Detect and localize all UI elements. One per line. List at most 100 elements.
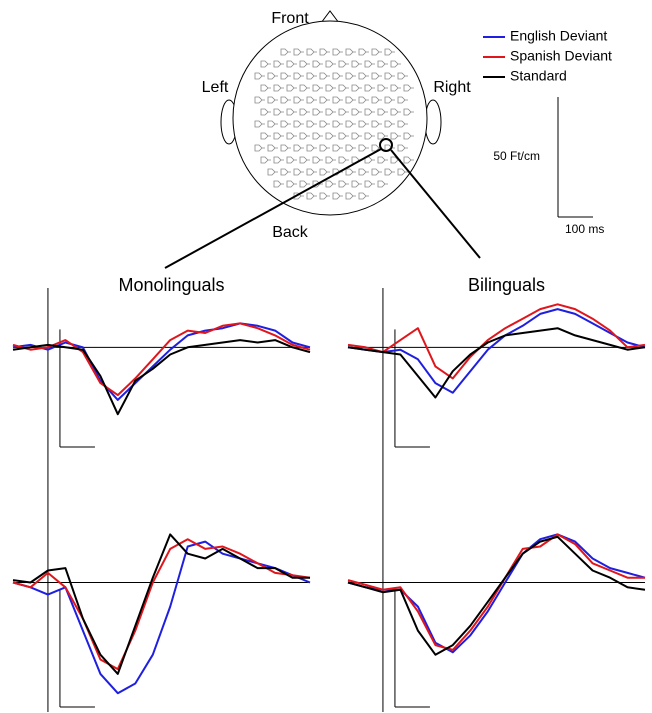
- sensor: [338, 84, 349, 92]
- sensor: [319, 120, 330, 128]
- sensor: [312, 108, 323, 116]
- waveform: [12, 533, 310, 675]
- callout-line: [390, 149, 481, 259]
- legend-label: Standard: [510, 68, 567, 84]
- sensor: [345, 72, 356, 80]
- sensor: [397, 168, 408, 176]
- sensor: [390, 84, 401, 92]
- sensor: [338, 132, 349, 140]
- scale-label: 50 Ft/cm: [493, 149, 540, 163]
- sensor: [332, 144, 343, 152]
- sensor: [384, 120, 395, 128]
- sensor: [319, 96, 330, 104]
- legend-label: Spanish Deviant: [510, 48, 612, 64]
- sensor: [390, 132, 401, 140]
- sensor: [397, 72, 408, 80]
- sensor: [319, 48, 330, 56]
- sensor: [384, 48, 395, 56]
- sensor: [319, 192, 330, 200]
- sensor: [364, 84, 375, 92]
- sensor: [299, 132, 310, 140]
- sensor: [254, 120, 265, 128]
- sensor: [384, 72, 395, 80]
- sensor: [306, 120, 317, 128]
- sensor: [273, 84, 284, 92]
- sensor: [273, 132, 284, 140]
- sensor: [325, 84, 336, 92]
- sensor: [312, 156, 323, 164]
- sensor: [286, 108, 297, 116]
- sensor: [267, 168, 278, 176]
- sensor: [332, 120, 343, 128]
- sensor: [377, 60, 388, 68]
- sensor: [299, 84, 310, 92]
- waveform: [12, 322, 311, 397]
- sensor: [345, 120, 356, 128]
- sensor: [273, 60, 284, 68]
- sensor: [312, 132, 323, 140]
- sensor: [286, 156, 297, 164]
- sensor: [345, 192, 356, 200]
- sensor: [267, 96, 278, 104]
- sensor: [280, 48, 291, 56]
- sensor: [371, 72, 382, 80]
- sensor: [325, 180, 336, 188]
- selected-sensor: [379, 138, 393, 152]
- waveform: [12, 538, 311, 671]
- sensor: [325, 132, 336, 140]
- sensor: [293, 96, 304, 104]
- sensor: [286, 60, 297, 68]
- scale-label: 100 ms: [565, 222, 604, 236]
- sensor: [260, 156, 271, 164]
- sensor: [345, 144, 356, 152]
- sensor: [338, 108, 349, 116]
- sensor: [358, 144, 369, 152]
- sensor: [273, 108, 284, 116]
- sensor: [319, 144, 330, 152]
- sensor: [273, 180, 284, 188]
- sensor: [319, 72, 330, 80]
- sensor: [280, 120, 291, 128]
- waveform: [347, 303, 646, 380]
- callout-line: [164, 148, 382, 269]
- sensor: [351, 84, 362, 92]
- sensor: [403, 84, 414, 92]
- sensor: [358, 192, 369, 200]
- head: [220, 10, 442, 216]
- sensor: [286, 84, 297, 92]
- waveform: [347, 533, 645, 651]
- sensor: [351, 132, 362, 140]
- sensor: [293, 72, 304, 80]
- sensor: [267, 144, 278, 152]
- sensor: [351, 108, 362, 116]
- waveform: [347, 535, 646, 656]
- sensor: [390, 60, 401, 68]
- sensor: [371, 96, 382, 104]
- sensor: [332, 72, 343, 80]
- sensor: [364, 132, 375, 140]
- sensor: [267, 120, 278, 128]
- sensor: [293, 48, 304, 56]
- sensor: [364, 180, 375, 188]
- sensor: [377, 132, 388, 140]
- sensor: [280, 72, 291, 80]
- sensor: [338, 180, 349, 188]
- sensor: [299, 156, 310, 164]
- sensor: [371, 120, 382, 128]
- sensor: [280, 144, 291, 152]
- waveform: [347, 308, 646, 394]
- sensor: [306, 192, 317, 200]
- sensor: [299, 108, 310, 116]
- sensor: [384, 96, 395, 104]
- sensor: [280, 168, 291, 176]
- head-label: Left: [202, 79, 229, 96]
- sensor: [351, 180, 362, 188]
- sensor: [306, 48, 317, 56]
- sensor: [403, 132, 414, 140]
- sensor: [260, 108, 271, 116]
- sensor: [332, 96, 343, 104]
- waveform: [12, 339, 311, 416]
- sensor: [338, 60, 349, 68]
- sensor: [280, 96, 291, 104]
